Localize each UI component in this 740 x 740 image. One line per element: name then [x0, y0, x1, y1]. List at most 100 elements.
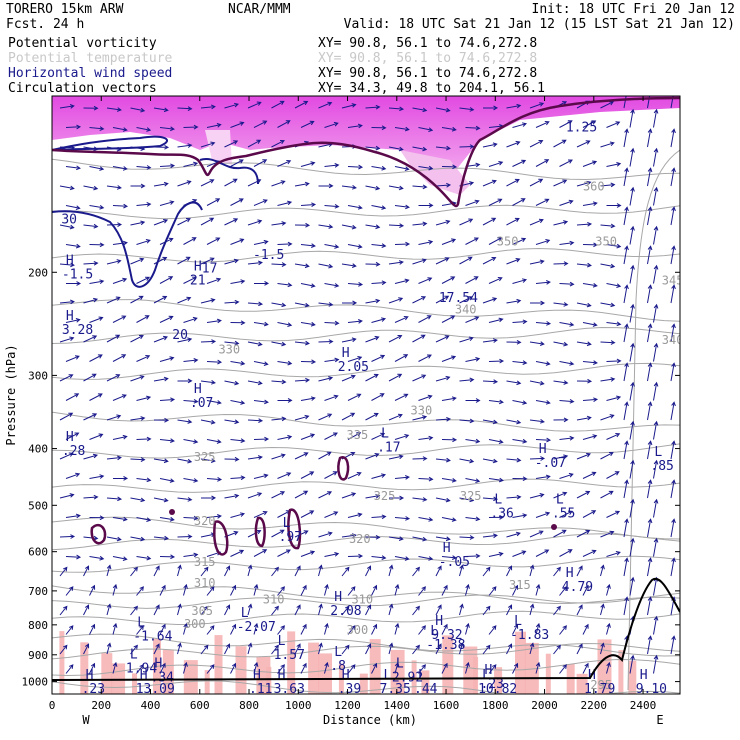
wind-vector — [230, 279, 246, 284]
wind-vector — [600, 642, 605, 655]
wind-vector — [247, 603, 253, 616]
wind-vector — [582, 549, 597, 557]
wind-vector — [277, 200, 293, 206]
wind-vector — [371, 125, 387, 131]
wind-vector — [106, 185, 122, 190]
wind-vector — [441, 396, 457, 401]
wind-vector — [159, 438, 175, 443]
wind-vector — [606, 121, 621, 128]
wind-vector — [371, 584, 378, 596]
wind-vector — [271, 491, 286, 499]
wind-vector — [347, 123, 363, 129]
wind-vector — [347, 356, 363, 362]
wind-vector — [294, 377, 311, 383]
wind-vector — [629, 303, 635, 323]
wind-vector — [512, 550, 527, 557]
wind-vector — [106, 334, 121, 343]
wind-vector — [606, 162, 622, 167]
wind-vector — [200, 257, 215, 265]
wind-vector — [300, 550, 316, 557]
wind-vector — [412, 415, 428, 421]
wind-vector — [159, 623, 166, 635]
wind-vector — [606, 395, 622, 401]
extremum-value: 4.79 — [562, 580, 593, 595]
wind-vector — [365, 145, 381, 151]
wind-vector — [224, 340, 240, 346]
wind-vector — [253, 661, 259, 674]
wind-vector — [341, 300, 358, 306]
wind-vector — [294, 604, 301, 616]
wind-vector — [459, 144, 475, 149]
wind-vector — [576, 140, 591, 148]
wind-vector — [300, 396, 316, 401]
extremum-value: 3.63 — [274, 682, 305, 697]
wind-vector — [183, 124, 199, 130]
extremum-value: .11 — [249, 682, 272, 697]
wind-vector — [112, 434, 128, 440]
shading-patch — [80, 642, 89, 694]
wind-vector — [324, 511, 339, 518]
wind-vector — [89, 393, 103, 401]
wind-vector — [629, 108, 635, 128]
theta-contours — [52, 149, 680, 694]
wind-vector — [653, 576, 659, 596]
wind-vector — [465, 276, 479, 284]
wind-vector — [253, 511, 268, 518]
wind-vector — [488, 399, 504, 405]
wind-vector — [365, 534, 381, 540]
extremum-value: -1.64 — [133, 629, 172, 644]
extremum-symbol: H — [194, 382, 202, 397]
wind-vector — [388, 106, 405, 112]
wind-vector — [394, 583, 400, 596]
wind-vector — [623, 362, 629, 382]
wind-vector — [371, 473, 387, 479]
wind-vector — [106, 222, 123, 228]
wind-vector — [177, 419, 193, 424]
wind-vector — [65, 664, 74, 674]
wind-vector — [153, 497, 169, 503]
wind-vector — [59, 412, 74, 421]
wind-vector — [600, 564, 605, 577]
theta-label: 320 — [194, 514, 216, 528]
extremum-symbol: H — [342, 668, 350, 683]
wind-vector — [153, 181, 169, 187]
wind-vector — [318, 183, 334, 189]
wind-vector — [89, 126, 105, 131]
wind-vector — [371, 243, 387, 248]
wind-vector — [365, 412, 379, 421]
x-tick-label: 1200 — [334, 699, 361, 712]
wind-vector — [224, 419, 240, 425]
wind-vector — [435, 497, 451, 503]
wind-vector — [106, 414, 122, 421]
wind-vector — [553, 454, 569, 460]
wind-vector — [582, 242, 599, 248]
wind-vector — [653, 420, 659, 440]
wind-vector — [65, 393, 80, 401]
wind-vector — [670, 401, 676, 421]
wind-vector — [271, 416, 287, 422]
wind-vector — [341, 644, 350, 655]
wind-vector — [300, 202, 317, 208]
wind-vector — [600, 603, 605, 616]
wind-vector — [247, 642, 253, 655]
wind-vector — [582, 120, 597, 128]
wind-vector — [388, 454, 404, 460]
wind-vector — [230, 584, 237, 596]
wind-vector — [341, 533, 357, 538]
wind-vector — [412, 566, 420, 577]
theta-label: 315 — [194, 555, 216, 569]
shading-patch — [214, 635, 223, 694]
extremum-symbol: L — [494, 493, 502, 508]
extremum-symbol: L — [381, 427, 389, 442]
wind-vector — [247, 341, 263, 347]
wind-vector — [294, 302, 310, 308]
wind-vector — [271, 379, 287, 385]
wind-vector — [106, 603, 112, 616]
wind-vector — [318, 491, 333, 499]
wind-vector — [200, 566, 209, 577]
wind-vector — [294, 452, 309, 460]
wind-vector — [277, 664, 285, 674]
wind-vector — [89, 515, 105, 521]
wind-vector — [388, 223, 405, 228]
wind-vector — [136, 315, 150, 323]
